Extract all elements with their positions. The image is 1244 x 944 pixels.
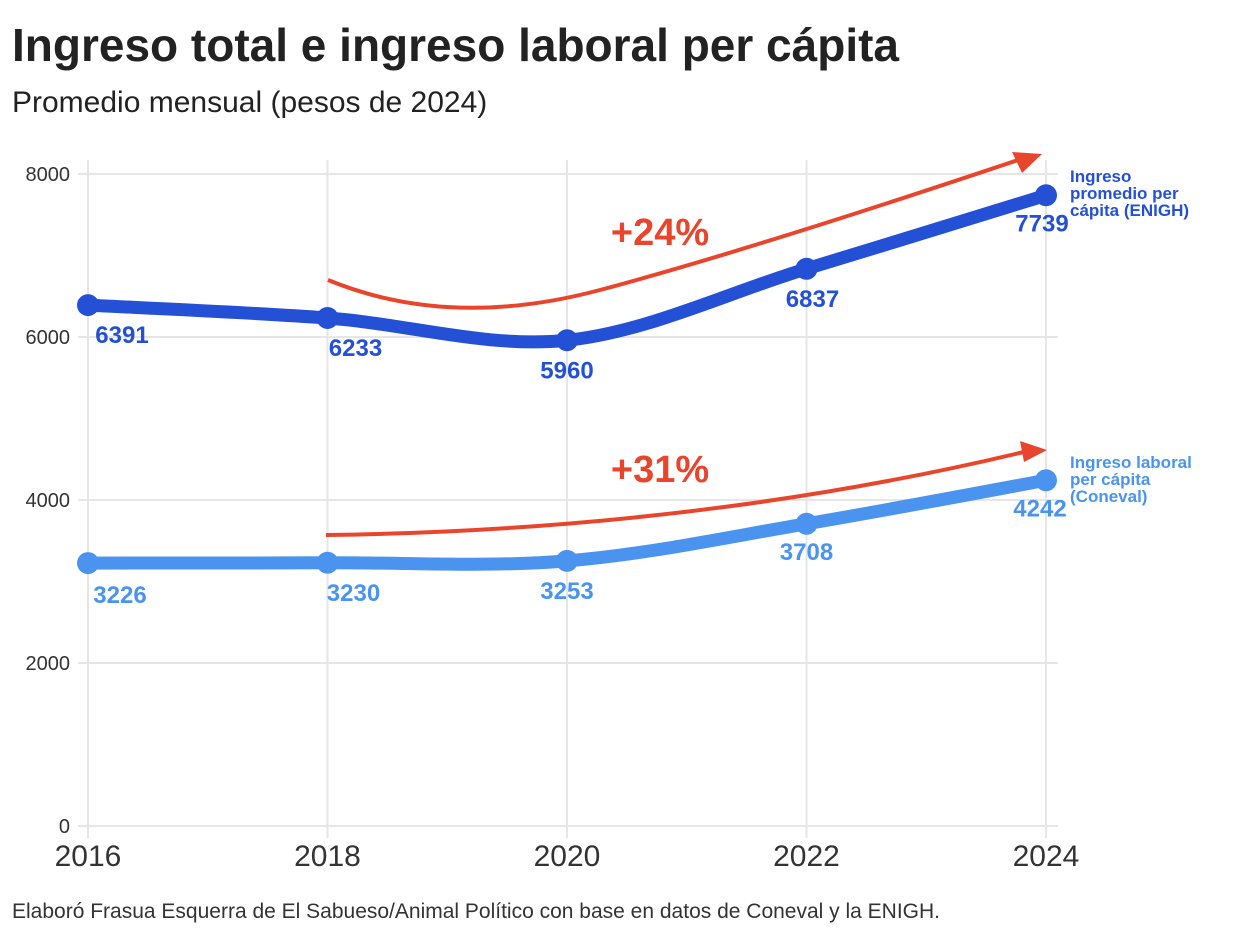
source-caption: Elaboró Frasua Esquerra de El Sabueso/An… bbox=[12, 900, 941, 923]
chart-subtitle: Promedio mensual (pesos de 2024) bbox=[12, 86, 488, 119]
data-point bbox=[77, 552, 99, 575]
data-point bbox=[77, 294, 99, 317]
chart-title: Ingreso total e ingreso laboral per cápi… bbox=[12, 19, 900, 71]
data-label: 3708 bbox=[780, 539, 833, 566]
data-point bbox=[1035, 469, 1057, 492]
data-label: 3253 bbox=[540, 578, 593, 605]
data-label: 7739 bbox=[1015, 210, 1068, 237]
data-label: 6233 bbox=[329, 335, 382, 362]
series-label: promedio per bbox=[1070, 184, 1179, 203]
growth-annotation: +31% bbox=[611, 449, 709, 491]
y-tick-label: 6000 bbox=[26, 327, 71, 349]
data-label: 4242 bbox=[1013, 495, 1066, 522]
x-tick-label: 2024 bbox=[1013, 840, 1080, 873]
data-label: 3226 bbox=[93, 582, 146, 609]
data-label: 3230 bbox=[327, 580, 380, 607]
data-point bbox=[795, 257, 818, 280]
x-tick-label: 2018 bbox=[294, 840, 361, 873]
x-tick-label: 2022 bbox=[773, 840, 840, 873]
growth-arrow bbox=[325, 449, 1029, 537]
y-tick-label: 8000 bbox=[26, 164, 71, 186]
y-tick-label: 4000 bbox=[26, 490, 71, 512]
data-point bbox=[316, 551, 339, 574]
series-label: per cápita bbox=[1070, 470, 1151, 489]
data-point bbox=[556, 329, 578, 352]
data-point bbox=[795, 512, 818, 535]
data-point bbox=[1035, 184, 1057, 207]
arrowhead bbox=[1012, 152, 1042, 173]
x-tick-label: 2020 bbox=[534, 840, 601, 873]
growth-annotation: +24% bbox=[611, 212, 709, 254]
data-label: 5960 bbox=[540, 357, 593, 384]
series-label: Ingreso laboral bbox=[1070, 453, 1192, 472]
growth-arrow bbox=[327, 156, 1025, 310]
data-point bbox=[556, 549, 578, 572]
x-tick-label: 2016 bbox=[55, 840, 122, 873]
y-tick-label: 0 bbox=[59, 816, 70, 838]
data-label: 6391 bbox=[95, 322, 148, 349]
arrowhead bbox=[1020, 441, 1047, 462]
series-label: (Coneval) bbox=[1070, 487, 1147, 506]
y-tick-label: 2000 bbox=[26, 653, 71, 675]
data-label: 6837 bbox=[786, 286, 839, 313]
data-point bbox=[316, 307, 339, 330]
series-label: cápita (ENIGH) bbox=[1070, 201, 1189, 220]
series-label: Ingreso bbox=[1070, 167, 1131, 186]
